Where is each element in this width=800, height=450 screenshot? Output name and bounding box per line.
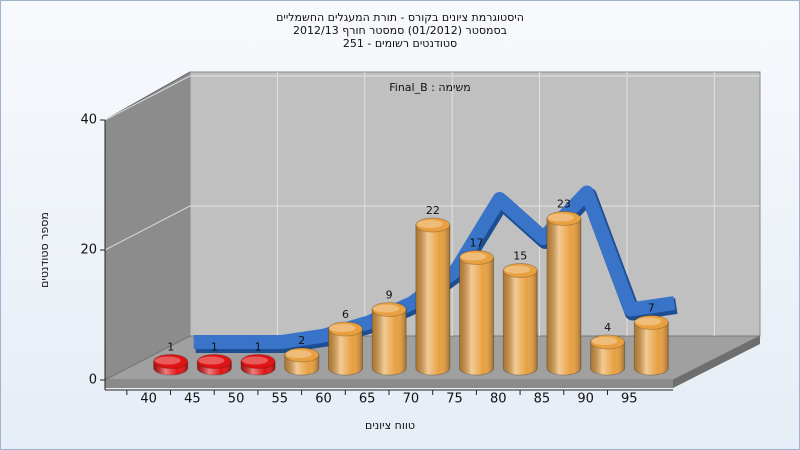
bar-top-shine [547,213,574,222]
value-label: 6 [342,308,349,321]
bar-top-shine [154,356,181,365]
value-label: 22 [426,204,440,217]
bar-shade [415,225,450,375]
bar-top [196,354,232,369]
bar-top [371,302,407,317]
y-axis-label: מספר סטודנטים [38,212,51,288]
x-tick-label: 80 [490,392,507,407]
bar-shade [546,218,581,375]
grid-line [104,75,191,121]
y-tick-label: 40 [80,113,97,128]
left-wall [104,71,191,381]
x-axis-label: טווח ציונים [365,419,415,432]
bar-shade [372,309,407,375]
bar-top-shine [504,265,531,274]
value-label: 4 [604,321,611,334]
value-label: 1 [167,341,174,354]
bar-top [327,321,363,337]
floor-edge [105,380,673,388]
x-tick-label: 75 [446,392,463,407]
bar-top-shine [635,317,662,326]
bar-top-shine [329,324,356,332]
x-tick-label: 65 [359,392,376,407]
x-tick-label: 90 [577,392,594,407]
bar-shade [459,257,494,375]
bar-top [284,347,320,363]
bar-shade [328,329,363,375]
bar-top [546,211,582,226]
bar-top [633,315,669,330]
title-line: היסטוגרמת ציונים בקורס - תורת המעגלים הח… [276,11,524,24]
y-tick-label: 20 [80,243,97,258]
x-tick-label: 50 [228,392,245,407]
bar-top-shine [198,356,225,365]
annotation: משימה : Final_B [389,81,471,94]
bar-top [590,334,626,350]
bar-shade [590,342,625,375]
y-tick-label: 0 [89,373,97,388]
title-line: סטודנטים רשומים - 251 [343,37,457,50]
bar-top [240,354,276,369]
value-label: 2 [298,334,305,347]
x-tick-label: 60 [315,392,332,407]
x-tick-label: 45 [184,392,201,407]
x-tick-label: 70 [403,392,420,407]
bar-top-shine [285,350,312,358]
value-label: 15 [513,250,527,263]
x-tick-label: 95 [621,392,638,407]
bar-top-shine [373,304,400,313]
value-label: 17 [470,237,484,250]
grid-line [104,205,191,251]
x-tick-label: 55 [271,392,288,407]
x-tick-label: 85 [534,392,551,407]
value-label: 9 [386,289,393,302]
bar-top-shine [242,356,269,365]
bar-top-shine [460,252,487,261]
bar-shade [503,270,538,375]
value-label: 1 [211,341,218,354]
bar-top [502,263,538,278]
bar-top-shine [591,337,618,345]
value-label: 1 [255,341,262,354]
value-label: 23 [557,198,571,211]
x-tick-label: 40 [140,392,157,407]
bar-top [415,217,451,233]
bar-top-shine [416,220,443,228]
bar-top [459,250,495,265]
value-label: 7 [648,302,655,315]
title-line: בסמסטר (01/2012) סמסטר חורף 2012/13 [293,24,507,37]
floor-side [673,336,760,388]
bar-top [153,354,189,369]
bar-shade [634,322,669,375]
